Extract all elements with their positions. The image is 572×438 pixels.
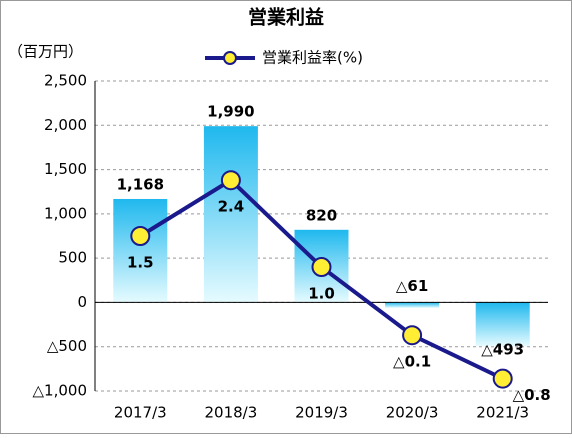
line-value-label: 2.4 bbox=[218, 198, 245, 216]
y-tick-label: △1,000 bbox=[33, 382, 87, 400]
bar-value-label: △493 bbox=[481, 341, 524, 359]
chart-title: 営業利益 bbox=[248, 6, 324, 29]
line-marker bbox=[402, 325, 423, 346]
legend-marker bbox=[223, 51, 237, 65]
y-axis-label: （百万円） bbox=[8, 43, 83, 61]
line-marker bbox=[311, 257, 332, 277]
bar bbox=[113, 198, 168, 303]
x-tick-label: 2020/3 bbox=[386, 404, 439, 422]
line-marker bbox=[220, 170, 241, 191]
bar-value-label: 1,168 bbox=[117, 175, 164, 193]
bar bbox=[385, 302, 440, 308]
line-marker bbox=[130, 226, 151, 246]
line-value-label: △0.8 bbox=[513, 386, 551, 404]
y-tick-label: 2,000 bbox=[44, 116, 87, 134]
y-tick-label: 500 bbox=[58, 249, 87, 267]
x-tick-label: 2017/3 bbox=[114, 404, 167, 422]
y-tick-label: 2,500 bbox=[44, 72, 87, 90]
x-tick-label: 2018/3 bbox=[205, 404, 258, 422]
y-tick-label: 0 bbox=[77, 293, 87, 311]
bar-value-label: 1,990 bbox=[207, 103, 254, 121]
bar-value-label: △61 bbox=[396, 277, 428, 295]
bar bbox=[203, 126, 258, 303]
y-tick-label: 1,000 bbox=[44, 204, 87, 222]
line-marker bbox=[492, 368, 513, 389]
bar bbox=[475, 302, 530, 347]
legend: 営業利益率(%) bbox=[205, 49, 363, 67]
line-value-label: 1.5 bbox=[127, 254, 154, 272]
y-tick-label: 1,500 bbox=[44, 160, 87, 178]
legend-label: 営業利益率(%) bbox=[262, 49, 363, 67]
y-tick-label: △500 bbox=[47, 337, 87, 355]
x-tick-label: 2021/3 bbox=[476, 404, 529, 422]
bar-value-label: 820 bbox=[306, 206, 337, 224]
line-value-label: △0.1 bbox=[393, 353, 431, 371]
line-value-label: 1.0 bbox=[308, 285, 335, 303]
x-tick-label: 2019/3 bbox=[295, 404, 348, 422]
